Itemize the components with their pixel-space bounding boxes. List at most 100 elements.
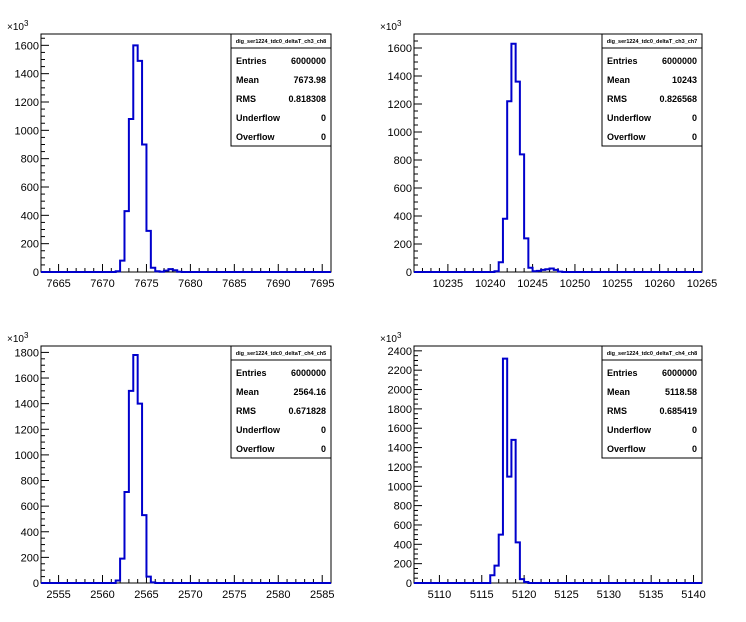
stats-box-frame <box>230 33 332 147</box>
stats-value: 0 <box>692 444 697 454</box>
y-tick-label: 0 <box>33 578 39 590</box>
y-exponent-label: ×103 <box>7 331 29 345</box>
y-tick-label: 1400 <box>388 71 412 83</box>
x-tick-label: 7670 <box>90 278 114 290</box>
stats-label: Underflow <box>607 113 652 123</box>
y-tick-label: 600 <box>21 182 39 194</box>
x-tick-label: 5130 <box>597 589 621 601</box>
stats-value: 10243 <box>672 75 697 85</box>
y-tick-label: 1600 <box>15 40 39 52</box>
y-tick-label: 1600 <box>15 373 39 385</box>
y-tick-label: 1000 <box>15 450 39 462</box>
stats-value: 0 <box>321 425 326 435</box>
stats-label: Mean <box>236 387 259 397</box>
stats-label: Underflow <box>236 113 281 123</box>
x-tick-label: 5125 <box>554 589 578 601</box>
y-tick-label: 200 <box>394 559 412 571</box>
stats-box: dig_ser1224_tdc0_deltaT_ch4_ch8 Entries 60… <box>601 345 703 459</box>
x-tick-label: 7680 <box>178 278 202 290</box>
stats-box-frame <box>601 33 703 147</box>
stats-label: Overflow <box>607 444 647 454</box>
histogram-series <box>41 44 331 273</box>
stats-value: 5118.58 <box>665 387 697 397</box>
y-tick-label: 200 <box>21 239 39 251</box>
stats-label: Entries <box>236 56 267 66</box>
histogram-panel-1: 0 200 400 600 800 1000 1200 1400 1600 ×103 7665 767… <box>7 19 334 290</box>
x-tick-label: 10240 <box>475 278 506 290</box>
y-tick-label: 2000 <box>388 385 412 397</box>
x-tick-label: 7695 <box>310 278 334 290</box>
x-tick-label: 2555 <box>46 589 70 601</box>
stats-value: 0 <box>692 425 697 435</box>
y-exponent-label: ×103 <box>380 331 402 345</box>
y-tick-label: 1400 <box>15 69 39 81</box>
x-tick-label: 10260 <box>644 278 675 290</box>
histogram-panel-4: 0 200 400 600 800 1000 1200 1400 1600 1800 2000 220… <box>380 331 706 601</box>
stats-box-frame <box>230 345 332 459</box>
x-tick-label: 7665 <box>46 278 70 290</box>
stats-value: 6000000 <box>291 368 326 378</box>
x-tick-label: 10235 <box>433 278 464 290</box>
stats-label: Entries <box>236 368 267 378</box>
y-tick-label: 800 <box>394 155 412 167</box>
histogram-series <box>41 353 331 584</box>
x-tick-label: 5115 <box>470 589 494 601</box>
x-tick-label: 5140 <box>681 589 705 601</box>
x-tick-label: 7675 <box>134 278 158 290</box>
x-tick-label: 2580 <box>266 589 290 601</box>
histogram-panel-2: 0 200 400 600 800 1000 1200 1400 1600 ×103 10235 10… <box>380 19 717 290</box>
x-tick-label: 2560 <box>90 589 114 601</box>
stats-value: 0 <box>692 132 697 142</box>
y-tick-label: 1600 <box>388 43 412 55</box>
stats-value: 0.671828 <box>288 406 326 416</box>
y-tick-label: 1400 <box>388 443 412 455</box>
stats-value: 0 <box>321 444 326 454</box>
stats-label: Entries <box>607 368 638 378</box>
x-tick-label: 2570 <box>178 589 202 601</box>
stats-label: Underflow <box>236 425 281 435</box>
y-tick-label: 1000 <box>388 127 412 139</box>
y-exponent-label: ×103 <box>7 19 29 33</box>
y-tick-label: 2400 <box>388 346 412 358</box>
stats-label: Underflow <box>607 425 652 435</box>
stats-value: 0.685419 <box>659 406 697 416</box>
y-tick-label: 400 <box>394 539 412 551</box>
y-tick-label: 1200 <box>388 99 412 111</box>
x-tick-label: 10265 <box>687 278 718 290</box>
y-tick-label: 800 <box>21 476 39 488</box>
y-tick-label: 600 <box>21 501 39 513</box>
y-tick-label: 800 <box>394 501 412 513</box>
histogram-panel-3: 0 200 400 600 800 1000 1200 1400 1600 1800 ×103 255… <box>7 331 334 601</box>
y-tick-label: 400 <box>21 210 39 222</box>
x-tick-label: 7690 <box>266 278 290 290</box>
stats-value: 0 <box>321 113 326 123</box>
stats-label: RMS <box>236 406 256 416</box>
stats-box: dig_ser1224_tdc0_deltaT_ch3_ch7 Entries 60… <box>601 33 703 147</box>
histogram-bin <box>507 477 511 583</box>
stats-value: 7673.98 <box>293 75 326 85</box>
stats-label: Overflow <box>607 132 647 142</box>
x-tick-label: 10250 <box>560 278 591 290</box>
stats-value: 0.826568 <box>659 94 697 104</box>
stats-value: 2564.16 <box>293 387 326 397</box>
x-tick-label: 7685 <box>222 278 246 290</box>
y-tick-label: 1200 <box>15 97 39 109</box>
y-tick-label: 1200 <box>15 424 39 436</box>
stats-label: RMS <box>607 406 627 416</box>
stats-label: Entries <box>607 56 638 66</box>
y-tick-label: 200 <box>21 552 39 564</box>
stats-title: dig_ser1224_tdc0_deltaT_ch4_ch8 <box>607 351 698 357</box>
y-tick-label: 2200 <box>388 365 412 377</box>
stats-label: Overflow <box>236 444 276 454</box>
y-tick-label: 1800 <box>388 404 412 416</box>
stats-box: dig_ser1224_tdc0_deltaT_ch3_ch8 Entries 60… <box>230 33 332 147</box>
x-tick-label: 5135 <box>639 589 663 601</box>
y-tick-label: 0 <box>406 578 412 590</box>
stats-value: 6000000 <box>291 56 326 66</box>
x-tick-label: 5110 <box>428 589 452 601</box>
y-tick-label: 1400 <box>15 399 39 411</box>
stats-value: 0.818308 <box>288 94 326 104</box>
stats-value: 0 <box>692 113 697 123</box>
y-tick-label: 1200 <box>388 462 412 474</box>
